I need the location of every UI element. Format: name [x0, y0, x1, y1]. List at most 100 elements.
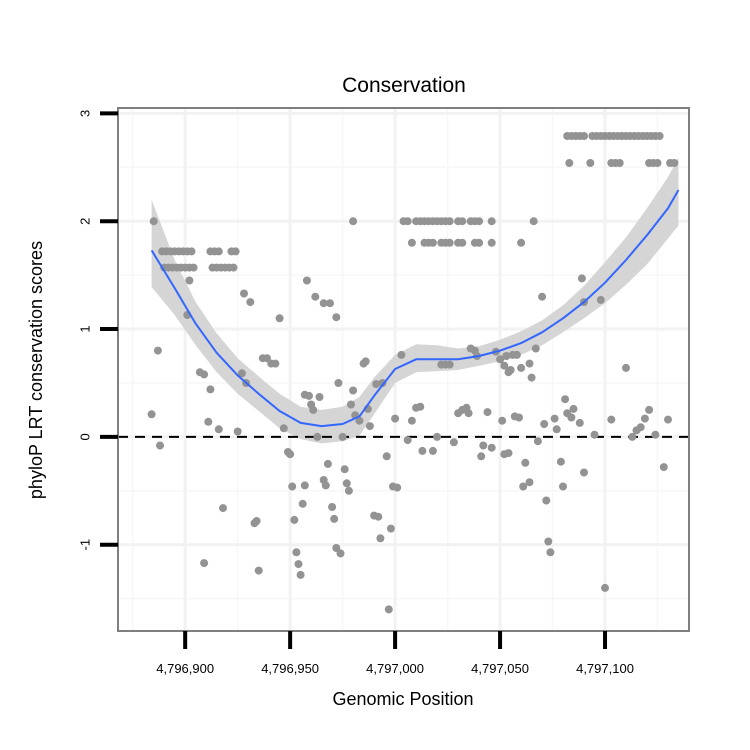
data-point: [449, 438, 458, 447]
y-tick-label: 2: [77, 218, 92, 225]
data-point: [292, 548, 301, 557]
data-point: [149, 217, 158, 226]
data-point: [397, 350, 406, 359]
data-point: [288, 482, 297, 491]
data-point: [252, 517, 261, 525]
data-point: [326, 299, 334, 308]
data-point: [332, 544, 341, 552]
data-point: [575, 418, 584, 427]
data-point: [517, 238, 526, 247]
data-point: [298, 499, 307, 508]
data-point: [607, 415, 616, 424]
data-point: [349, 386, 358, 395]
data-point: [200, 559, 209, 568]
data-point: [393, 483, 402, 492]
data-point: [445, 238, 454, 247]
data-point: [240, 289, 248, 298]
data-point: [433, 432, 442, 441]
data-point: [659, 463, 668, 472]
data-point: [458, 238, 467, 247]
y-tick-label: 0: [77, 433, 92, 440]
x-tick-label: 4,796,950: [261, 661, 319, 676]
data-point: [156, 441, 164, 450]
data-point: [540, 420, 549, 428]
data-point: [313, 432, 322, 441]
data-point: [615, 159, 624, 167]
data-point: [246, 298, 255, 307]
data-point: [565, 159, 574, 167]
data-point: [628, 432, 637, 441]
data-point: [569, 404, 578, 413]
data-point: [286, 450, 295, 459]
data-point: [319, 299, 328, 308]
data-point: [382, 452, 391, 461]
data-point: [519, 482, 528, 491]
data-point: [185, 276, 194, 285]
data-point: [349, 217, 358, 226]
data-point: [521, 458, 530, 467]
confidence-ribbon-layer: [151, 157, 679, 444]
x-axis-ticks: 4,796,900 4,796,950 4,797,000 4,797,050 4,79…: [156, 631, 634, 676]
data-point: [361, 357, 370, 366]
data-point: [653, 159, 662, 167]
data-point: [347, 400, 355, 409]
data-point: [340, 465, 349, 474]
data-point: [527, 373, 536, 382]
x-axis-label: Genomic Position: [332, 689, 473, 709]
data-point: [403, 436, 412, 445]
data-point: [517, 363, 526, 372]
data-point: [546, 548, 555, 557]
data-point: [561, 395, 570, 404]
data-point: [586, 159, 595, 167]
data-point: [504, 449, 513, 458]
data-point: [538, 292, 547, 301]
data-point: [515, 413, 523, 422]
data-point: [559, 482, 567, 491]
data-point: [655, 132, 664, 140]
data-point: [477, 452, 486, 461]
y-tick-label: 3: [77, 110, 92, 117]
data-point: [344, 486, 353, 495]
chart-title: Conservation: [342, 74, 466, 97]
data-point: [496, 355, 505, 364]
data-point: [596, 295, 605, 304]
data-point: [580, 132, 588, 140]
data-point: [330, 514, 339, 523]
data-point: [376, 534, 385, 543]
data-point: [529, 217, 538, 226]
data-point: [365, 422, 374, 431]
smooth-line-layer: [150, 189, 680, 428]
y-tick-label: -1: [77, 539, 92, 551]
data-point: [290, 515, 299, 524]
data-point: [336, 549, 345, 558]
data-point: [147, 410, 156, 419]
data-point: [323, 459, 332, 468]
data-point: [636, 423, 645, 432]
data-point: [498, 416, 507, 425]
smooth-fit-line: [150, 189, 680, 428]
data-point: [229, 263, 238, 272]
data-point: [254, 566, 263, 575]
confidence-ribbon: [151, 157, 679, 444]
data-point: [384, 605, 393, 614]
data-point: [487, 217, 496, 226]
data-point: [309, 405, 318, 414]
data-point: [542, 496, 551, 505]
data-point: [296, 570, 305, 579]
data-point: [214, 425, 223, 434]
data-point: [645, 405, 654, 414]
data-point: [271, 359, 280, 368]
data-point: [651, 430, 660, 439]
data-point: [189, 263, 198, 272]
data-point: [403, 217, 412, 226]
data-point: [311, 292, 320, 301]
data-point: [407, 238, 416, 247]
data-point: [567, 413, 576, 422]
data-point: [334, 379, 343, 387]
data-point: [670, 159, 679, 167]
data-point: [263, 354, 271, 363]
y-axis-label: phyloP LRT conservation scores: [26, 241, 46, 499]
data-point: [502, 352, 511, 360]
data-point: [506, 366, 515, 374]
